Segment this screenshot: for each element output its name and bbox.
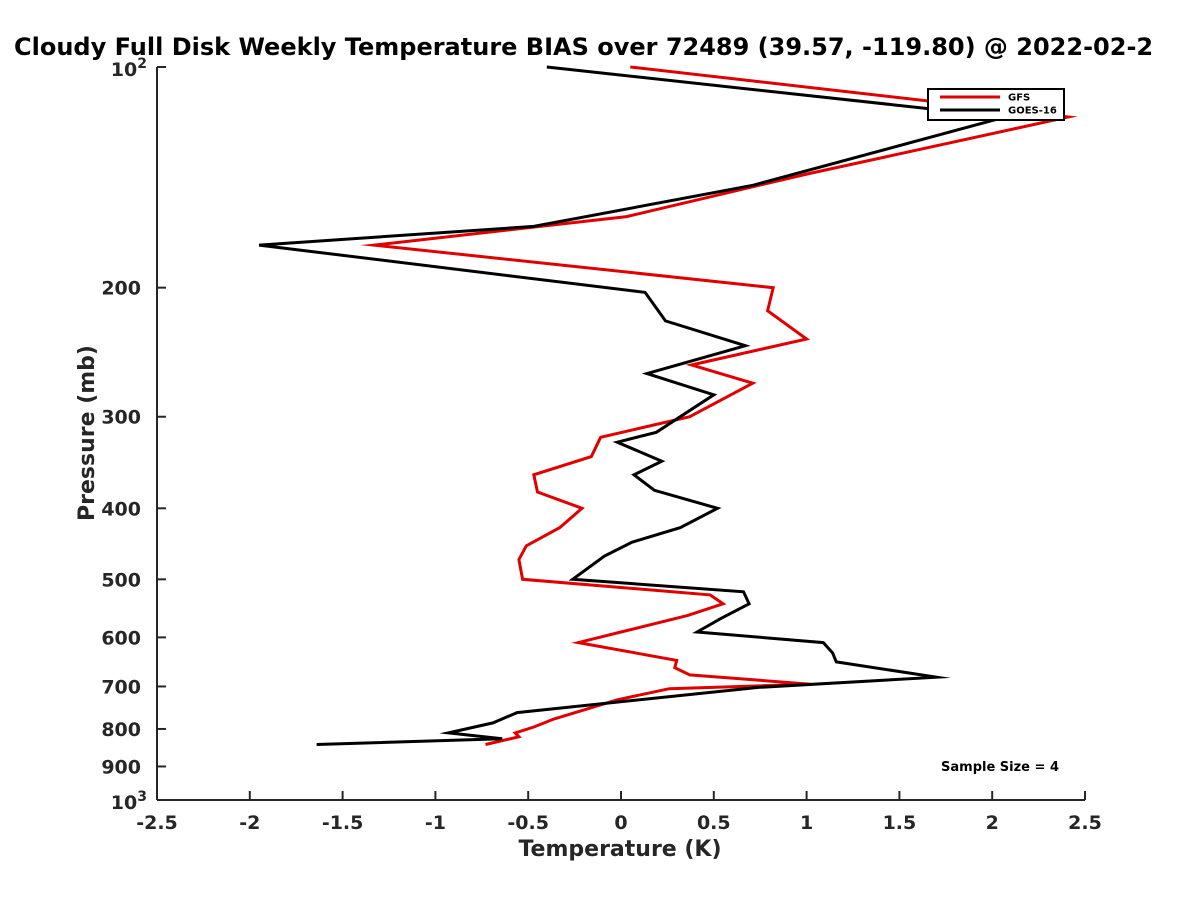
- y-tick-label: 200: [101, 278, 141, 300]
- x-axis-label: Temperature (K): [518, 837, 721, 862]
- x-tick-label: 0: [614, 812, 627, 834]
- y-tick-label: 500: [101, 569, 141, 591]
- y-tick-label: 300: [101, 407, 141, 429]
- legend: GFS GOES-16: [927, 88, 1065, 121]
- y-tick-label: 102: [111, 56, 147, 81]
- legend-entry-label: GOES-16: [1008, 106, 1057, 117]
- chart-title: Cloudy Full Disk Weekly Temperature BIAS…: [14, 33, 1153, 61]
- sample-size-annotation: Sample Size = 4: [941, 760, 1059, 775]
- x-tick-label: 1: [800, 812, 813, 834]
- y-axis-label: Pressure (mb): [75, 345, 100, 521]
- x-tick-label: 0.5: [697, 812, 731, 834]
- x-tick-label: 2.5: [1068, 812, 1102, 834]
- series-line-goes-16: [258, 65, 1014, 746]
- x-tick-label: -0.5: [507, 812, 549, 834]
- x-tick-label: -2.5: [136, 812, 178, 834]
- axes: -2.5 -2 -1.5 -1 -0.5 0 0.5 1 1.5 2 2.5 102 200 300 400…: [101, 56, 1102, 834]
- legend-entry-label: GFS: [1008, 93, 1030, 104]
- y-tick-label: 800: [101, 719, 141, 741]
- y-tick-label: 600: [101, 627, 141, 649]
- x-tick-label: 2: [986, 812, 999, 834]
- plot-area: [258, 65, 1078, 746]
- x-tick-label: 1.5: [883, 812, 917, 834]
- x-tick-label: -1.5: [322, 812, 364, 834]
- y-tick-label: 700: [101, 676, 141, 698]
- y-tick-label: 400: [101, 498, 141, 520]
- legend-box: [927, 88, 1065, 121]
- y-tick-label: 103: [111, 789, 147, 814]
- series-line-gfs: [360, 65, 1078, 746]
- y-tick-label: 900: [101, 756, 141, 778]
- x-tick-label: -2: [239, 812, 260, 834]
- x-tick-label: -1: [425, 812, 446, 834]
